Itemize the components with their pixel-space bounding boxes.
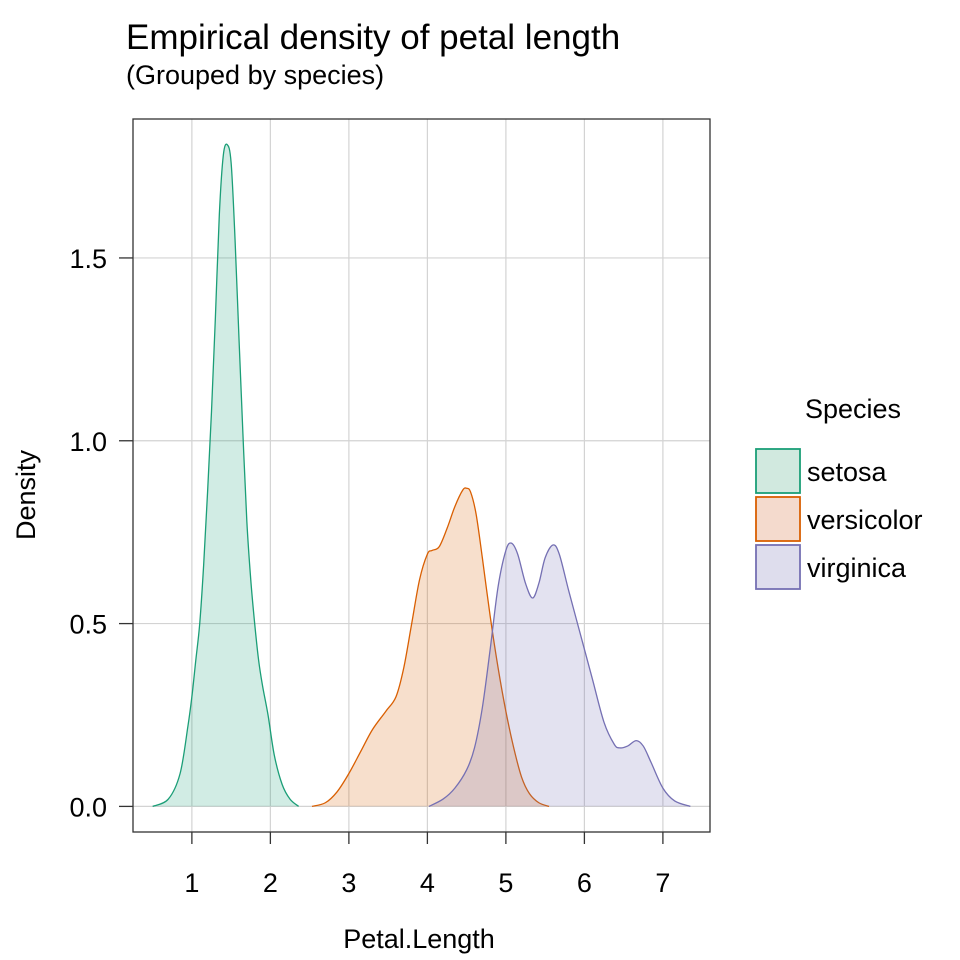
plot-frame	[132, 118, 711, 833]
legend-swatch-setosa	[755, 448, 801, 494]
density-area-setosa	[152, 144, 299, 807]
x-tick-label: 2	[263, 868, 278, 898]
x-axis: 1 2 3 4 5 6 7	[184, 832, 670, 898]
legend-swatch-virginica	[755, 544, 801, 590]
x-tick-label: 1	[184, 868, 199, 898]
y-tick-label: 1.5	[69, 244, 107, 274]
chart-title: Empirical density of petal length	[126, 18, 621, 57]
legend-item-versicolor[interactable]: versicolor	[755, 496, 923, 542]
density-areas	[152, 143, 691, 808]
density-line-virginica	[428, 542, 691, 808]
y-tick-label: 0.0	[69, 792, 107, 822]
legend-label-versicolor: versicolor	[807, 505, 923, 535]
grid-lines	[133, 119, 710, 832]
y-tick-label: 0.5	[69, 610, 107, 640]
density-area-versicolor	[311, 487, 550, 807]
y-axis: 0.0 0.5 1.0 1.5	[69, 244, 133, 822]
density-line-setosa	[152, 143, 300, 808]
x-tick-label: 5	[498, 868, 513, 898]
legend-title: Species	[805, 394, 901, 424]
x-tick-label: 6	[577, 868, 592, 898]
y-axis-title: Density	[11, 449, 41, 540]
y-tick-label: 1.0	[69, 427, 107, 457]
legend-label-virginica: virginica	[807, 553, 907, 583]
density-area-virginica	[428, 542, 691, 807]
legend: Species setosa versicolor virginica	[755, 394, 923, 590]
legend-item-virginica[interactable]: virginica	[755, 544, 907, 590]
x-axis-title: Petal.Length	[343, 924, 495, 954]
legend-swatch-versicolor	[755, 496, 801, 542]
legend-item-setosa[interactable]: setosa	[755, 448, 888, 494]
x-tick-label: 3	[341, 868, 356, 898]
chart-subtitle: (Grouped by species)	[126, 60, 385, 90]
x-tick-label: 7	[655, 868, 670, 898]
density-line-versicolor	[311, 487, 550, 808]
legend-label-setosa: setosa	[807, 457, 888, 487]
x-tick-label: 4	[420, 868, 435, 898]
